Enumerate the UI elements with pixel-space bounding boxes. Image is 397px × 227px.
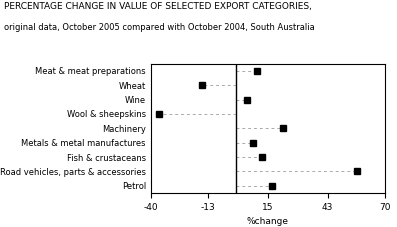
X-axis label: %change: %change [247, 217, 289, 226]
Text: PERCENTAGE CHANGE IN VALUE OF SELECTED EXPORT CATEGORIES,: PERCENTAGE CHANGE IN VALUE OF SELECTED E… [4, 2, 312, 11]
Text: original data, October 2005 compared with October 2004, South Australia: original data, October 2005 compared wit… [4, 23, 315, 32]
